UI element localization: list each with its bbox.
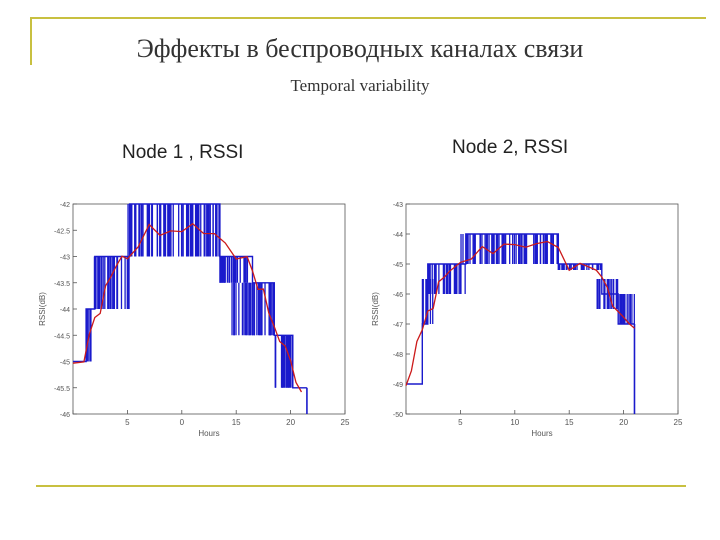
y-tick-label: -42.5 — [54, 228, 70, 235]
x-tick-label: 15 — [232, 418, 241, 427]
y-tick-label: -45 — [393, 262, 403, 269]
x-tick-label: 20 — [286, 418, 295, 427]
node1-rssi-chart: 5 0 15 20 25 -42 -42.5 -43 -43.5 -44 -44.5 -45 -45.5… — [35, 190, 355, 440]
y-axis-label: RSSI(dB) — [371, 292, 380, 326]
slide-subtitle: Temporal variability — [290, 76, 430, 95]
x-tick-label: 5 — [125, 418, 130, 427]
node2-chart-label: Node 2, RSSI — [452, 137, 569, 158]
smoothed-rssi-line — [405, 240, 635, 386]
y-tick-label: -45 — [60, 360, 70, 367]
x-tick-label: 10 — [510, 418, 519, 427]
decorative-left-rule — [30, 17, 32, 65]
plot-area-frame — [405, 203, 679, 415]
y-tick-label: -43 — [393, 202, 403, 209]
node2-rssi-plot: 5 10 15 20 25 -43 -44 -45 -46 -47 -48 -49 -50 Hours RS… — [371, 202, 683, 438]
x-axis-label: Hours — [198, 429, 219, 438]
y-tick-label: -43 — [60, 255, 70, 262]
smoothed-rssi-line — [72, 222, 303, 393]
y-tick-label: -46 — [60, 412, 70, 419]
y-tick-label: -49 — [393, 382, 403, 389]
x-tick-label: 20 — [619, 418, 628, 427]
raw-rssi-line — [406, 233, 635, 385]
y-tick-label: -44.5 — [54, 333, 70, 340]
slide-title: Эффекты в беспроводных каналах связи — [136, 34, 584, 63]
x-tick-label: 0 — [180, 418, 185, 427]
y-axis-label: RSSI(dB) — [38, 292, 47, 326]
x-tick-label: 15 — [565, 418, 574, 427]
y-tick-label: -44 — [393, 232, 403, 239]
y-tick-label: -50 — [393, 412, 403, 419]
y-tick-label: -44 — [60, 307, 70, 314]
y-tick-label: -48 — [393, 352, 403, 359]
node2-rssi-chart: 5 10 15 20 25 -43 -44 -45 -46 -47 -48 -49 -50 Hours RS… — [368, 190, 688, 440]
y-tick-label: -42 — [60, 202, 70, 209]
y-tick-label: -43.5 — [54, 281, 70, 288]
y-tick-label: -47 — [393, 322, 403, 329]
decorative-top-rule — [30, 17, 706, 19]
y-tick-label: -45.5 — [54, 386, 70, 393]
y-tick-label: -46 — [393, 292, 403, 299]
x-tick-label: 25 — [674, 418, 683, 427]
x-axis-label: Hours — [531, 429, 552, 438]
decorative-bottom-rule — [36, 485, 686, 487]
x-tick-label: 25 — [341, 418, 350, 427]
raw-rssi-line — [73, 203, 307, 389]
node1-chart-label: Node 1 , RSSI — [122, 142, 244, 163]
node1-rssi-plot: 5 0 15 20 25 -42 -42.5 -43 -43.5 -44 -44.5 -45 -45.5… — [38, 202, 350, 438]
x-tick-label: 5 — [458, 418, 463, 427]
